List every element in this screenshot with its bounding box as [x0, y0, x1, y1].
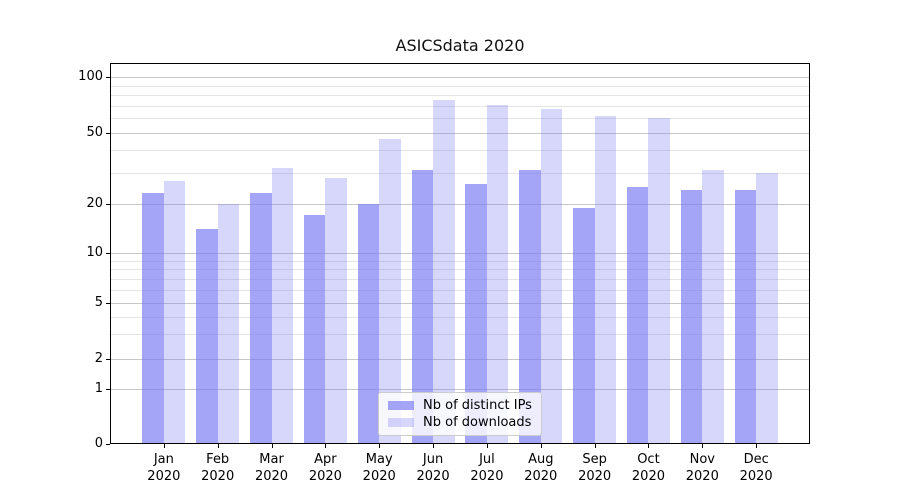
x-tick-label-nov: Nov 2020: [685, 452, 719, 484]
gridline-7: [110, 278, 810, 280]
y-tick-mark: [106, 253, 110, 254]
bar-jul-downloads: [486, 104, 509, 444]
x-tick-label-feb: Feb 2020: [201, 452, 235, 484]
x-tick-label-dec: Dec 2020: [739, 452, 773, 484]
gridline-50: [110, 133, 810, 134]
bar-apr-downloads: [325, 177, 347, 444]
y-tick-mark: [106, 77, 110, 78]
bar-jul-distinct-ips: [465, 183, 487, 444]
gridline-100: [110, 77, 810, 78]
bar-may-downloads: [379, 139, 401, 444]
x-tick-mark: [433, 444, 435, 448]
bar-apr-distinct-ips: [303, 215, 326, 444]
legend-label-downloads: Nb of downloads: [423, 415, 532, 430]
bar-mar-distinct-ips: [250, 193, 272, 444]
gridline-30: [110, 172, 810, 174]
y-tick-label-100: 100: [78, 69, 103, 84]
y-tick-label-2: 2: [94, 351, 103, 366]
bar-jun-downloads: [433, 100, 455, 444]
bar-may-distinct-ips: [357, 204, 380, 444]
x-tick-label-jul: Jul 2020: [470, 452, 504, 484]
x-tick-label-apr: Apr 2020: [308, 452, 342, 484]
legend: Nb of distinct IPs Nb of downloads: [378, 392, 542, 436]
gridline-4: [110, 316, 810, 318]
gridline-6: [110, 289, 810, 291]
bar-oct-distinct-ips: [626, 186, 649, 444]
gridline-40: [110, 150, 810, 152]
gridline-8: [110, 269, 810, 271]
gridline-60: [110, 118, 810, 120]
x-tick-label-mar: Mar 2020: [254, 452, 289, 484]
bar-feb-downloads: [217, 204, 240, 444]
bar-mar-downloads: [271, 167, 294, 444]
y-tick-label-10: 10: [86, 245, 103, 260]
x-tick-mark: [486, 444, 488, 448]
y-tick-label-20: 20: [86, 196, 103, 211]
x-tick-mark: [217, 444, 219, 448]
plot-area: [110, 63, 810, 444]
bar-nov-downloads: [702, 170, 724, 444]
y-tick-mark: [106, 303, 110, 304]
gridline-20: [110, 204, 810, 205]
gridline-1: [110, 389, 810, 390]
gridline-2: [110, 359, 810, 360]
bar-jan-downloads: [163, 180, 186, 444]
x-tick-mark: [648, 444, 650, 448]
bar-nov-distinct-ips: [680, 189, 703, 444]
bar-jun-distinct-ips: [411, 170, 434, 444]
x-tick-label-oct: Oct 2020: [631, 452, 665, 484]
y-tick-label-5: 5: [94, 295, 103, 310]
y-tick-label-1: 1: [94, 381, 103, 396]
y-tick-mark: [106, 133, 110, 134]
y-tick-mark: [106, 389, 110, 390]
bar-feb-distinct-ips: [196, 229, 218, 444]
gridline-70: [110, 105, 810, 107]
legend-swatch-downloads: [388, 418, 414, 427]
bar-dec-distinct-ips: [734, 189, 757, 444]
gridline-5: [110, 303, 810, 304]
chart-title: ASICSdata 2020: [395, 36, 525, 55]
gridline-90: [110, 85, 810, 87]
y-tick-label-50: 50: [86, 125, 103, 140]
x-tick-mark: [594, 444, 596, 448]
gridline-10: [110, 253, 810, 254]
legend-item-downloads: Nb of downloads: [388, 415, 532, 430]
x-tick-mark: [163, 444, 165, 448]
x-tick-label-jun: Jun 2020: [416, 452, 450, 484]
legend-swatch-distinct-ips: [388, 401, 414, 410]
legend-item-distinct-ips: Nb of distinct IPs: [388, 398, 532, 413]
y-tick-mark: [106, 444, 110, 445]
legend-label-distinct-ips: Nb of distinct IPs: [423, 398, 532, 413]
y-tick-mark: [106, 359, 110, 360]
x-tick-label-sep: Sep 2020: [578, 452, 612, 484]
gridlines-layer: [110, 63, 810, 444]
gridline-9: [110, 260, 810, 262]
bar-sep-downloads: [594, 115, 617, 444]
bar-sep-distinct-ips: [573, 207, 595, 444]
x-tick-label-jan: Jan 2020: [147, 452, 181, 484]
bar-jan-distinct-ips: [142, 193, 164, 444]
x-tick-label-may: May 2020: [362, 452, 396, 484]
bar-oct-downloads: [648, 118, 670, 444]
bar-dec-downloads: [756, 172, 778, 444]
y-tick-mark: [106, 204, 110, 205]
x-tick-mark: [702, 444, 704, 448]
x-tick-mark: [379, 444, 381, 448]
gridline-80: [110, 95, 810, 97]
x-tick-mark: [271, 444, 273, 448]
x-tick-mark: [325, 444, 327, 448]
x-tick-mark: [756, 444, 758, 448]
y-tick-label-0: 0: [94, 436, 103, 451]
bars-layer: [110, 63, 810, 444]
bar-aug-distinct-ips: [519, 170, 541, 444]
gridline-3: [110, 334, 810, 336]
x-tick-mark: [540, 444, 542, 448]
x-tick-label-aug: Aug 2020: [524, 452, 558, 484]
bar-aug-downloads: [540, 109, 563, 444]
